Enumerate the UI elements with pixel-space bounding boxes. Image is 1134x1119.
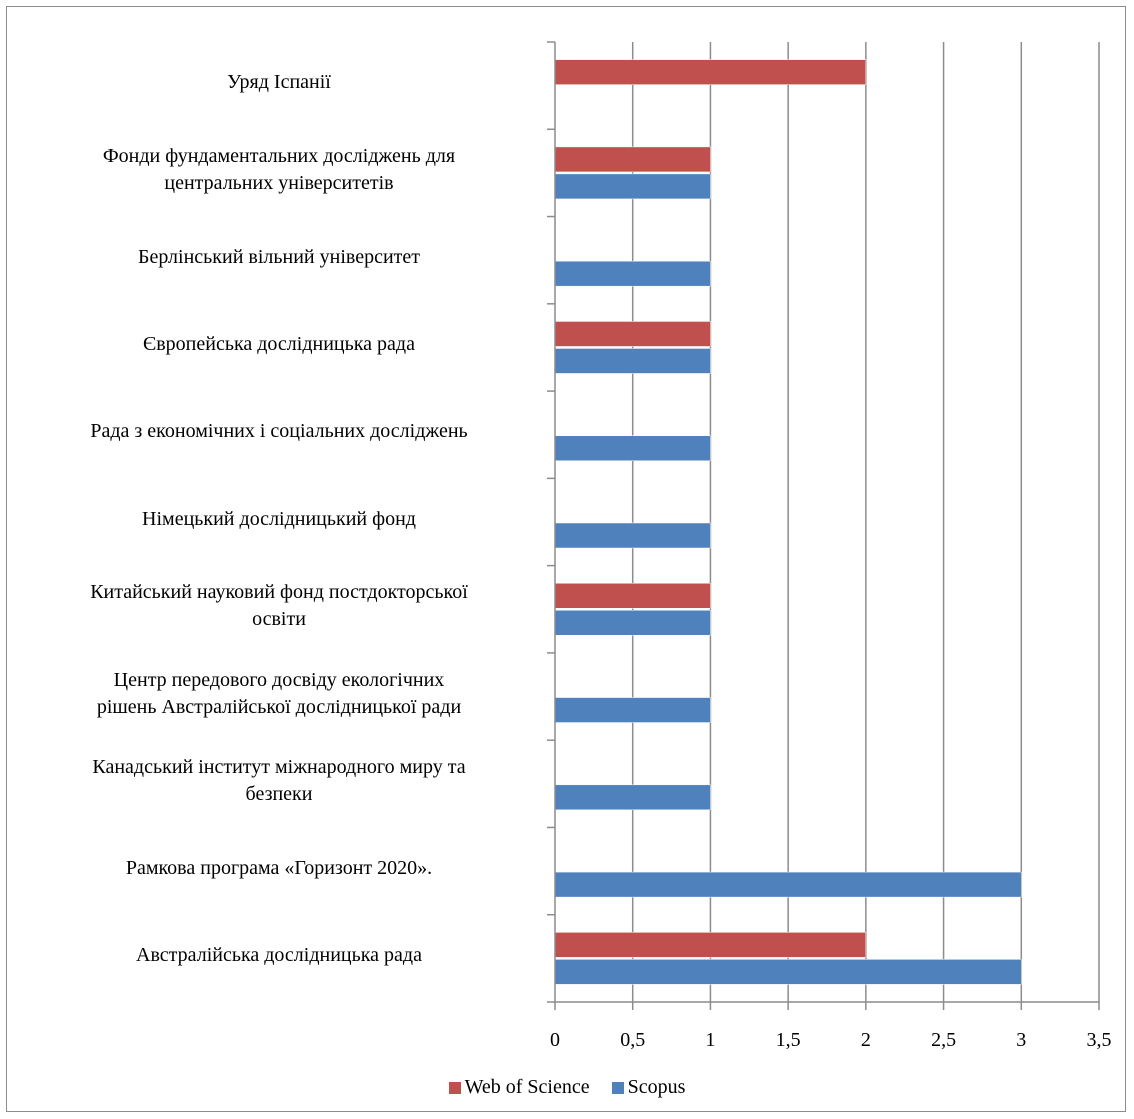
bar-scopus xyxy=(554,435,711,461)
category-label: Уряд Іспанії xyxy=(14,69,544,96)
bar-scopus xyxy=(554,959,1022,985)
category-label: Європейська дослідницька рада xyxy=(14,331,544,358)
category-label: Берлінський вільний університет xyxy=(14,244,544,271)
category-label: Рада з економічних і соціальних дослідже… xyxy=(14,418,544,445)
category-label-line: Рада з економічних і соціальних дослідже… xyxy=(90,420,468,443)
legend-label-scopus: Scopus xyxy=(627,1076,686,1098)
bar-wos xyxy=(554,146,711,173)
bar-wos xyxy=(554,59,867,85)
x-tick-label: 1,5 xyxy=(776,1029,801,1051)
category-label-line: Фонди фундаментальних досліджень для xyxy=(102,144,456,167)
category-label: Рамкова програма «Горизонт 2020». xyxy=(14,855,544,882)
bar-scopus xyxy=(554,260,711,287)
bar-wos xyxy=(554,932,867,958)
category-label-line: Європейська дослідницька рада xyxy=(143,332,415,355)
category-label-line: освіти xyxy=(252,608,306,631)
category-label-line: Рамкова програма «Горизонт 2020». xyxy=(125,856,433,879)
bar-scopus xyxy=(554,871,1022,898)
legend-label-wos: Web of Science xyxy=(464,1076,590,1098)
category-label: Фонди фундаментальних досліджень для цент… xyxy=(14,143,544,197)
x-tick-label: 2,5 xyxy=(931,1029,956,1051)
legend: Web of Science Scopus xyxy=(0,1076,1134,1099)
x-tick-label: 0,5 xyxy=(620,1029,645,1051)
x-tick-label: 3 xyxy=(1016,1029,1026,1051)
category-label-line: центральних університетів xyxy=(164,171,394,194)
x-tick-label: 2 xyxy=(861,1029,871,1051)
category-label-line: Німецький дослідницький фонд xyxy=(142,507,416,530)
legend-swatch-wos xyxy=(448,1081,461,1094)
bar-wos xyxy=(554,321,711,347)
x-tick-label: 1 xyxy=(705,1029,715,1051)
bar-scopus xyxy=(554,784,711,811)
category-label: Німецький дослідницький фонд xyxy=(14,506,544,533)
category-label-line: рішень Австралійської дослідницької ради xyxy=(96,695,462,718)
category-label: Китайський науковий фонд постдокторської… xyxy=(14,579,544,633)
legend-swatch-scopus xyxy=(611,1081,624,1094)
legend-item-scopus: Scopus xyxy=(611,1076,686,1099)
bar-scopus xyxy=(554,522,711,549)
legend-item-wos: Web of Science xyxy=(448,1076,590,1099)
category-label: Австралійська дослідницька рада xyxy=(14,942,544,969)
category-label-line: Китайський науковий фонд постдокторської xyxy=(90,581,468,604)
x-tick-label: 3,5 xyxy=(1087,1029,1112,1051)
bar-scopus xyxy=(554,173,711,200)
bar-scopus xyxy=(554,697,711,723)
category-label-line: Уряд Іспанії xyxy=(227,71,331,94)
bar-wos xyxy=(554,583,711,609)
category-label-line: Канадський інститут міжнародного миру та xyxy=(92,755,466,778)
category-label-line: Австралійська дослідницька рада xyxy=(136,943,422,966)
axes xyxy=(547,41,1100,1010)
x-tick-labels: 0 0,5 1 1,5 2 2,5 3 3,5 xyxy=(550,1029,1112,1051)
bar-scopus xyxy=(554,610,711,636)
bars xyxy=(554,59,1022,985)
x-tick-label: 0 xyxy=(550,1029,560,1051)
category-label: Канадський інститут міжнародного миру та… xyxy=(14,754,544,808)
category-label-line: безпеки xyxy=(245,782,313,805)
gridlines xyxy=(631,42,1100,1002)
category-label: Центр передового досвіду екологічних ріше… xyxy=(14,667,544,721)
category-label-line: Центр передового досвіду екологічних xyxy=(113,668,445,691)
bar-scopus xyxy=(554,348,711,374)
category-label-line: Берлінський вільний університет xyxy=(137,245,421,268)
